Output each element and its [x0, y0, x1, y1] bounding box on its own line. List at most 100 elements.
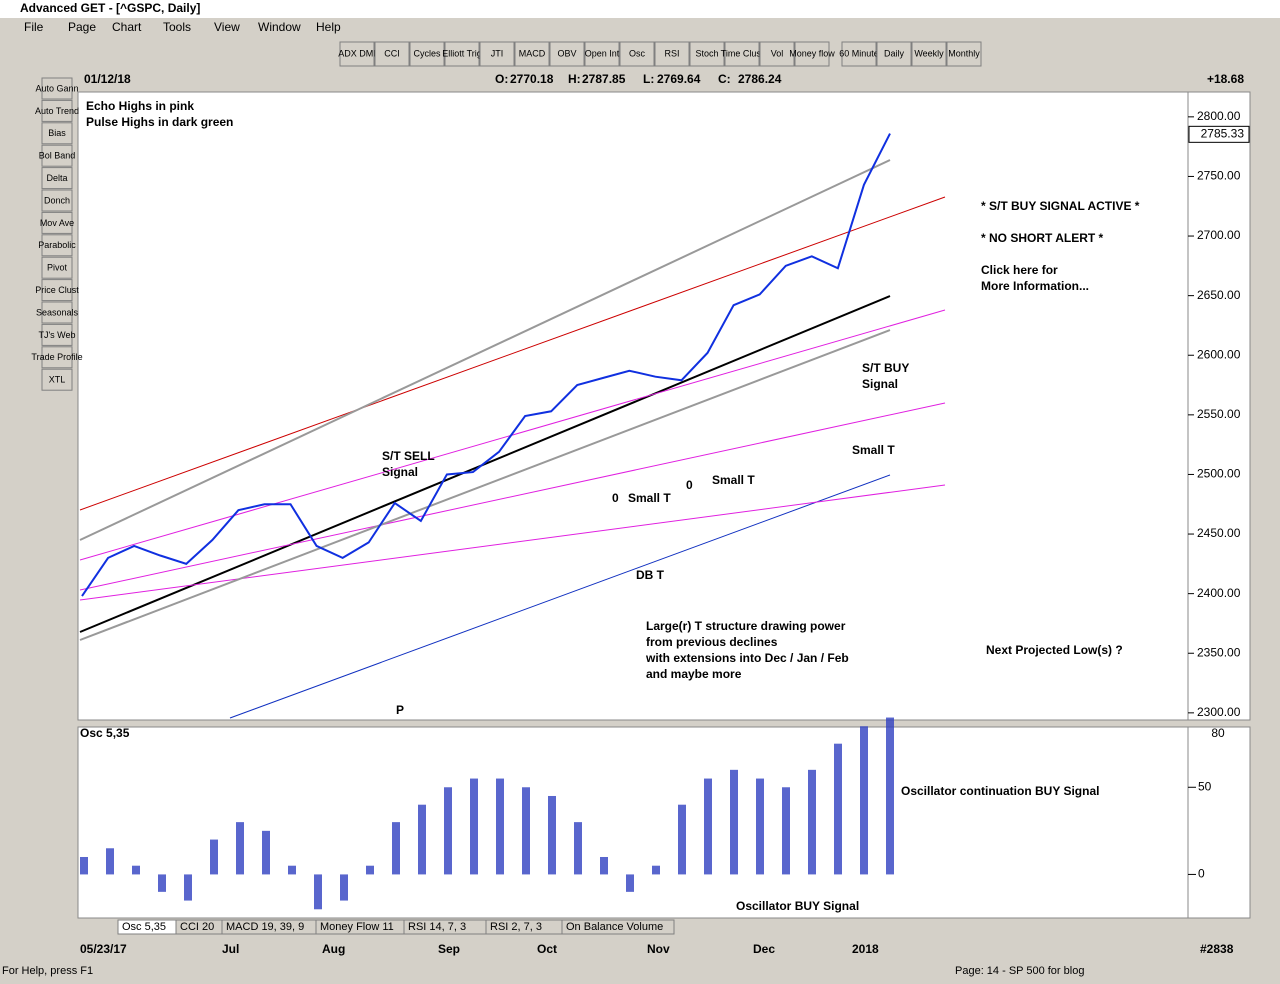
toolbar-button[interactable] [619, 41, 655, 67]
toolbar-button[interactable] [794, 41, 830, 67]
quote-open-label: O: [495, 72, 508, 86]
sidebar-label: Seasonals [36, 307, 79, 317]
y-tick-label: 2450.00 [1197, 526, 1241, 540]
status-page: Page: 14 - SP 500 for blog [955, 965, 1084, 977]
annotation: Oscillator continuation BUY Signal [901, 784, 1099, 798]
toolbar-button[interactable] [374, 41, 410, 67]
sidebar-label: Delta [46, 173, 67, 183]
menu-item[interactable]: Page [68, 20, 96, 34]
toolbar-button[interactable] [339, 41, 375, 67]
toolbar-button[interactable] [724, 41, 760, 67]
toolbar-label: Osc [629, 48, 646, 58]
toolbar-button[interactable] [759, 41, 795, 67]
y-tick-label: 2500.00 [1197, 467, 1241, 481]
toolbar-label: RSI [664, 48, 679, 58]
osc-bar [158, 874, 166, 892]
sidebar-button[interactable] [41, 167, 73, 190]
toolbar-label: ADX DMI [338, 48, 376, 58]
price-line [81, 133, 891, 597]
osc-bar [860, 726, 868, 875]
band-line [79, 159, 891, 541]
toolbar-label: Vol [771, 48, 784, 58]
annotation[interactable]: More Information... [981, 279, 1089, 293]
annotation: with extensions into Dec / Jan / Feb [645, 651, 849, 665]
tab-label: RSI 14, 7, 3 [408, 921, 466, 933]
tab-label: On Balance Volume [566, 921, 663, 933]
osc-bar [340, 874, 348, 901]
osc-bar [678, 804, 686, 875]
quote-open: 2770.18 [510, 72, 554, 86]
menu-item[interactable]: Tools [163, 20, 191, 34]
tab-label: CCI 20 [180, 921, 214, 933]
sidebar-button[interactable] [41, 99, 73, 122]
sidebar-button[interactable] [41, 256, 73, 279]
toolbar-button[interactable] [584, 41, 620, 67]
moving-average [79, 295, 891, 633]
toolbar-button[interactable] [911, 41, 947, 67]
annotation: Echo Highs in pink [86, 99, 194, 113]
sidebar-button[interactable] [41, 368, 73, 391]
sidebar-button[interactable] [41, 77, 73, 100]
toolbar-button[interactable] [479, 41, 515, 67]
bar-count: #2838 [1200, 942, 1234, 956]
sidebar-label: Auto Gann [35, 83, 78, 93]
annotation: Pulse Highs in dark green [86, 115, 233, 129]
toolbar-button[interactable] [946, 41, 982, 67]
sidebar-button[interactable] [41, 211, 73, 234]
status-help: For Help, press F1 [2, 965, 93, 977]
menu-item[interactable]: File [24, 20, 44, 34]
toolbar-label: Weekly [914, 48, 944, 58]
osc-bar [756, 778, 764, 875]
sidebar-label: Donch [44, 195, 70, 205]
sidebar-button[interactable] [41, 279, 73, 302]
toolbar-button[interactable] [514, 41, 550, 67]
toolbar-button[interactable] [444, 41, 480, 67]
sidebar-button[interactable] [41, 346, 73, 369]
toolbar-button[interactable] [841, 41, 877, 67]
sidebar-label: Parabolic [38, 240, 76, 250]
menu-item[interactable]: Window [258, 20, 301, 34]
osc-bar [444, 787, 452, 875]
annotation: Oscillator BUY Signal [736, 899, 859, 913]
x-tick-label: Jul [222, 942, 239, 956]
quote-high-label: H: [568, 72, 581, 86]
sidebar-button[interactable] [41, 301, 73, 324]
toolbar-button[interactable] [876, 41, 912, 67]
tab[interactable] [561, 919, 675, 935]
toolbar-button[interactable] [689, 41, 725, 67]
toolbar-button[interactable] [409, 41, 445, 67]
annotation[interactable]: Click here for [981, 263, 1058, 277]
sidebar-label: TJ's Web [38, 330, 75, 340]
toolbar-label: Time Clust [721, 48, 764, 58]
x-tick-label: 05/23/17 [80, 942, 127, 956]
sidebar-button[interactable] [41, 189, 73, 212]
sidebar-button[interactable] [41, 234, 73, 257]
annotation: S/T SELL [382, 449, 435, 463]
annotation: DB T [636, 568, 665, 582]
osc-bar [730, 769, 738, 875]
menu-item[interactable]: Chart [112, 20, 142, 34]
osc-bar [886, 717, 894, 875]
osc-bar [522, 787, 530, 875]
osc-bar [652, 865, 660, 875]
sidebar-button[interactable] [41, 122, 73, 145]
sidebar-button[interactable] [41, 323, 73, 346]
sidebar-label: Price Clust [35, 285, 79, 295]
quote-low-label: L: [643, 72, 654, 86]
toolbar-label: MACD [519, 48, 546, 58]
toolbar-button[interactable] [549, 41, 585, 67]
annotation: Signal [382, 465, 418, 479]
toolbar-button[interactable] [654, 41, 690, 67]
menu-item[interactable]: Help [316, 20, 341, 34]
osc-bar [314, 874, 322, 910]
sidebar-button[interactable] [41, 144, 73, 167]
x-tick-label: Aug [322, 942, 345, 956]
title-bar [0, 0, 1280, 18]
tab-label: Money Flow 11 [320, 921, 394, 933]
osc-bar [600, 856, 608, 875]
osc-bar [782, 787, 790, 875]
sidebar-label: Pivot [47, 263, 68, 273]
toolbar-label: JTI [491, 48, 504, 58]
menu-item[interactable]: View [214, 20, 240, 34]
annotation: and maybe more [646, 667, 742, 681]
